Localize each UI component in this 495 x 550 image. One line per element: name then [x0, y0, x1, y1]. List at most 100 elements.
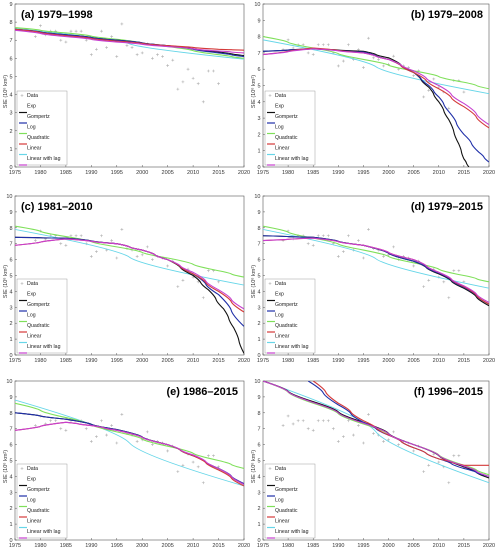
data-point	[311, 428, 315, 432]
legend-key	[268, 282, 272, 285]
legend-label: Linear with lag	[275, 156, 309, 162]
legend-box	[264, 278, 316, 354]
panel-title: (f) 1996–2015	[414, 386, 483, 398]
legend-label: Log	[275, 125, 284, 131]
data-point	[316, 43, 320, 47]
panel-title: (b) 1979–2008	[411, 9, 483, 21]
data-point	[341, 435, 345, 439]
data-point	[321, 234, 325, 238]
x-tick-label: 1975	[9, 170, 21, 176]
y-tick-label: 0	[257, 353, 260, 359]
y-tick-label: 5	[9, 74, 12, 80]
y-tick-label: 6	[257, 67, 260, 73]
y-tick-label: 10	[254, 194, 260, 200]
panel-title: (d) 1979–2015	[411, 201, 483, 213]
data-point	[125, 44, 129, 48]
series-line-linear-with-lag	[263, 381, 489, 477]
legend-label: Quadratic	[27, 135, 50, 141]
x-tick-label: 1980	[282, 170, 294, 176]
data-point	[105, 433, 108, 437]
data-point	[382, 440, 385, 443]
x-tick-label: 2005	[408, 358, 420, 364]
data-point	[306, 427, 310, 431]
x-tick-label: 2010	[187, 170, 199, 176]
data-point	[176, 470, 180, 474]
legend-box	[16, 278, 68, 354]
data-point	[457, 269, 461, 273]
y-tick-label: 7	[9, 242, 12, 248]
data-point	[120, 227, 124, 231]
x-tick-label: 2015	[212, 358, 224, 364]
y-tick-label: 8	[257, 226, 260, 232]
data-point	[412, 264, 416, 268]
data-point	[74, 29, 78, 33]
y-tick-label: 5	[9, 274, 12, 280]
data-point	[306, 51, 310, 55]
y-tick-label: 1	[257, 522, 260, 528]
y-tick-label: 2	[9, 506, 12, 512]
x-tick-label: 1990	[85, 170, 97, 176]
series-line-quadratic	[263, 47, 489, 129]
data-point	[49, 419, 53, 423]
data-point	[145, 245, 149, 249]
legend-label: Linear with lag	[275, 529, 309, 535]
data-point	[196, 280, 200, 284]
legend: Data Exp Gompertz Log Quadratic Linear Linear …	[16, 278, 68, 354]
y-tick-label: 7	[257, 242, 260, 248]
legend-label: Exp	[27, 477, 36, 483]
data-point	[74, 234, 78, 238]
legend: Data Exp Gompertz Log Quadratic Linear Linear …	[264, 278, 316, 354]
data-point	[54, 419, 58, 423]
y-tick-label: 9	[9, 395, 12, 401]
data-point	[161, 55, 164, 58]
data-point	[387, 438, 390, 442]
data-point	[372, 56, 375, 60]
y-tick-label: 2	[257, 321, 260, 327]
data-point	[422, 285, 426, 289]
series-line-log	[15, 225, 244, 278]
data-point	[462, 90, 466, 94]
x-tick-label: 1980	[282, 358, 294, 364]
data-point	[95, 250, 98, 254]
panel-3: 1975 1980 1985 1990 1995 2000 2005 2010 2015 2020…	[2, 194, 250, 364]
data-point	[311, 53, 315, 56]
data-point	[110, 35, 114, 38]
y-tick-label: 3	[9, 490, 12, 496]
data-point	[311, 243, 315, 247]
x-tick-label: 1990	[85, 543, 97, 549]
x-tick-label: 2020	[238, 170, 250, 176]
y-tick-label: 7	[257, 427, 260, 433]
data-point	[291, 422, 295, 426]
legend: Data Exp Gompertz Log Quadratic Linear Linear …	[264, 90, 316, 166]
data-point	[437, 85, 441, 89]
legend-label: Quadratic	[275, 508, 298, 514]
data-point	[346, 419, 350, 423]
legend-key	[20, 467, 24, 470]
data-point	[341, 250, 345, 254]
data-point	[362, 66, 365, 69]
data-point	[186, 67, 190, 71]
x-tick-label: 1985	[60, 543, 72, 549]
series-line-linear-with-lag	[15, 421, 244, 485]
data-point	[442, 280, 446, 284]
data-point	[201, 296, 205, 300]
x-tick-label: 2005	[408, 543, 420, 549]
data-point	[145, 430, 149, 434]
legend-label: Quadratic	[275, 135, 298, 141]
data-point	[69, 29, 73, 33]
data-point	[181, 80, 185, 84]
panel-title: (e) 1986–2015	[166, 386, 238, 398]
legend-label: Linear with lag	[27, 529, 61, 535]
y-tick-label: 0	[9, 165, 12, 171]
data-point	[84, 427, 88, 431]
y-axis-label: SIE (10⁶ km²)	[250, 450, 257, 483]
series-line-linear-with-lag	[15, 29, 244, 54]
y-tick-label: 1	[9, 147, 12, 153]
x-tick-label: 1975	[257, 543, 269, 549]
y-tick-label: 8	[9, 226, 12, 232]
data-point	[392, 54, 395, 58]
x-tick-label: 1980	[282, 543, 294, 549]
legend-label: Gompertz	[275, 487, 298, 493]
data-point	[452, 454, 456, 458]
data-point	[206, 69, 210, 73]
